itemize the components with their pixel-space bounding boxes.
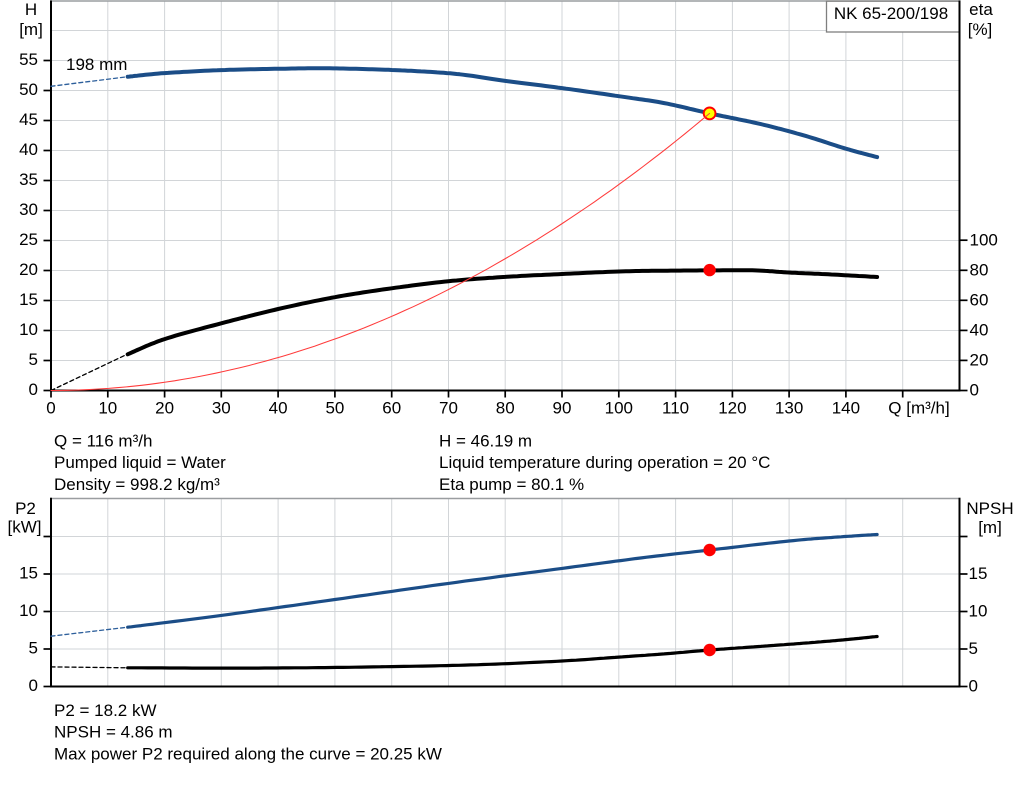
svg-text:eta: eta [969,0,993,19]
svg-text:Pumped liquid = Water: Pumped liquid = Water [54,453,226,472]
svg-text:130: 130 [775,398,803,417]
svg-text:Eta pump = 80.1 %: Eta pump = 80.1 % [439,475,584,494]
svg-text:50: 50 [325,398,344,417]
svg-text:60: 60 [382,398,401,417]
svg-text:40: 40 [269,398,288,417]
svg-text:10: 10 [19,320,38,339]
svg-text:25: 25 [19,230,38,249]
svg-text:0: 0 [969,677,978,696]
svg-text:15: 15 [969,564,988,583]
svg-text:Q [m³/h]: Q [m³/h] [888,398,949,417]
svg-text:H: H [25,0,37,19]
svg-text:140: 140 [832,398,860,417]
svg-text:30: 30 [212,398,231,417]
svg-text:[%]: [%] [968,20,993,39]
svg-text:0: 0 [29,380,38,399]
svg-text:90: 90 [553,398,572,417]
svg-text:[kW]: [kW] [8,517,42,536]
svg-text:0: 0 [29,676,38,695]
svg-text:[m]: [m] [978,518,1002,537]
svg-text:35: 35 [19,170,38,189]
svg-text:20: 20 [970,351,989,370]
svg-text:80: 80 [496,398,515,417]
svg-text:5: 5 [29,350,38,369]
svg-text:110: 110 [662,398,689,417]
svg-text:50: 50 [19,80,38,99]
svg-text:15: 15 [19,290,38,309]
svg-text:60: 60 [970,291,989,310]
svg-text:NPSH: NPSH [966,499,1013,518]
svg-text:120: 120 [718,398,746,417]
svg-text:Liquid temperature during oper: Liquid temperature during operation = 20… [439,453,770,472]
svg-text:NPSH = 4.86 m: NPSH = 4.86 m [54,723,173,742]
svg-text:45: 45 [19,110,38,129]
svg-text:20: 20 [19,260,38,279]
svg-text:40: 40 [19,140,38,159]
svg-text:Q = 116 m³/h: Q = 116 m³/h [54,431,152,450]
svg-text:30: 30 [19,200,38,219]
svg-text:80: 80 [970,261,989,280]
svg-text:[m]: [m] [19,20,43,39]
svg-text:5: 5 [29,639,38,658]
svg-text:10: 10 [98,398,117,417]
svg-text:40: 40 [970,321,989,340]
svg-text:20: 20 [155,398,174,417]
svg-text:0: 0 [970,381,979,400]
svg-text:NK 65-200/198: NK 65-200/198 [834,4,948,23]
svg-text:55: 55 [19,50,38,69]
svg-text:10: 10 [19,601,38,620]
svg-text:Max power P2 required along th: Max power P2 required along the curve = … [54,744,442,763]
svg-text:0: 0 [46,398,55,417]
svg-text:15: 15 [19,564,38,583]
svg-text:100: 100 [970,230,998,249]
svg-text:P2 = 18.2 kW: P2 = 18.2 kW [54,701,157,720]
svg-text:P2: P2 [15,499,36,518]
svg-text:70: 70 [439,398,458,417]
svg-text:198 mm: 198 mm [66,55,127,74]
svg-text:Density = 998.2 kg/m³: Density = 998.2 kg/m³ [54,475,220,494]
svg-text:100: 100 [605,398,633,417]
svg-text:H = 46.19 m: H = 46.19 m [439,431,532,450]
svg-text:5: 5 [969,639,978,658]
svg-text:10: 10 [969,602,988,621]
